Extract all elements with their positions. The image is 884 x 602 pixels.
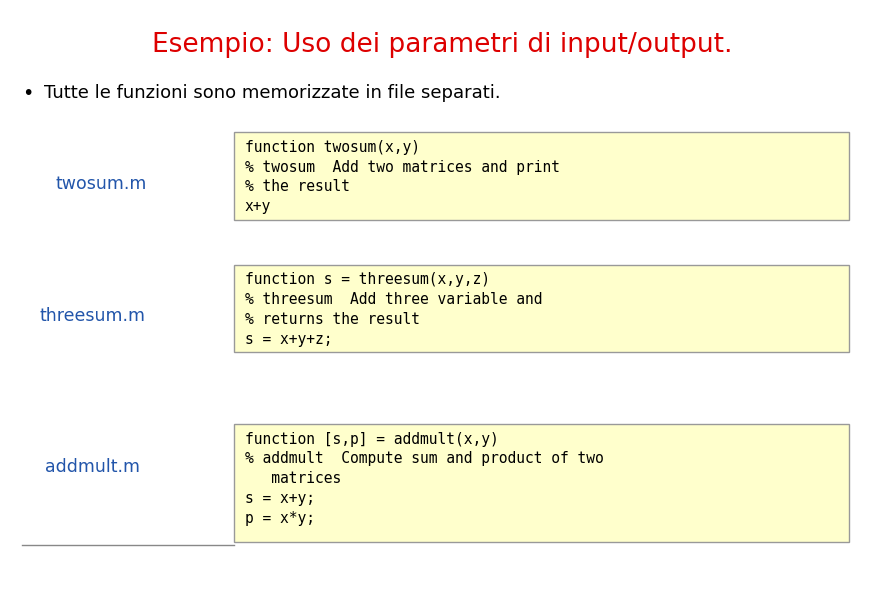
Text: function s = threesum(x,y,z): function s = threesum(x,y,z)	[245, 272, 490, 287]
Text: matrices: matrices	[245, 471, 341, 486]
Text: twosum.m: twosum.m	[56, 175, 148, 193]
Text: % twosum  Add two matrices and print: % twosum Add two matrices and print	[245, 160, 560, 175]
Text: function twosum(x,y): function twosum(x,y)	[245, 140, 420, 155]
FancyBboxPatch shape	[234, 424, 849, 542]
Text: % threesum  Add three variable and: % threesum Add three variable and	[245, 292, 543, 307]
Text: % the result: % the result	[245, 179, 350, 194]
Text: Tutte le funzioni sono memorizzate in file separati.: Tutte le funzioni sono memorizzate in fi…	[44, 84, 501, 102]
Text: threesum.m: threesum.m	[40, 307, 146, 325]
Text: % returns the result: % returns the result	[245, 312, 420, 327]
Text: Esempio: Uso dei parametri di input/output.: Esempio: Uso dei parametri di input/outp…	[152, 32, 732, 58]
Text: x+y: x+y	[245, 199, 271, 214]
Text: function [s,p] = addmult(x,y): function [s,p] = addmult(x,y)	[245, 432, 499, 447]
Text: p = x*y;: p = x*y;	[245, 511, 315, 526]
FancyBboxPatch shape	[234, 132, 849, 220]
Text: % addmult  Compute sum and product of two: % addmult Compute sum and product of two	[245, 452, 604, 467]
Text: •: •	[22, 84, 34, 103]
Text: s = x+y+z;: s = x+y+z;	[245, 332, 332, 347]
Text: s = x+y;: s = x+y;	[245, 491, 315, 506]
FancyBboxPatch shape	[234, 265, 849, 352]
Text: addmult.m: addmult.m	[45, 458, 141, 476]
